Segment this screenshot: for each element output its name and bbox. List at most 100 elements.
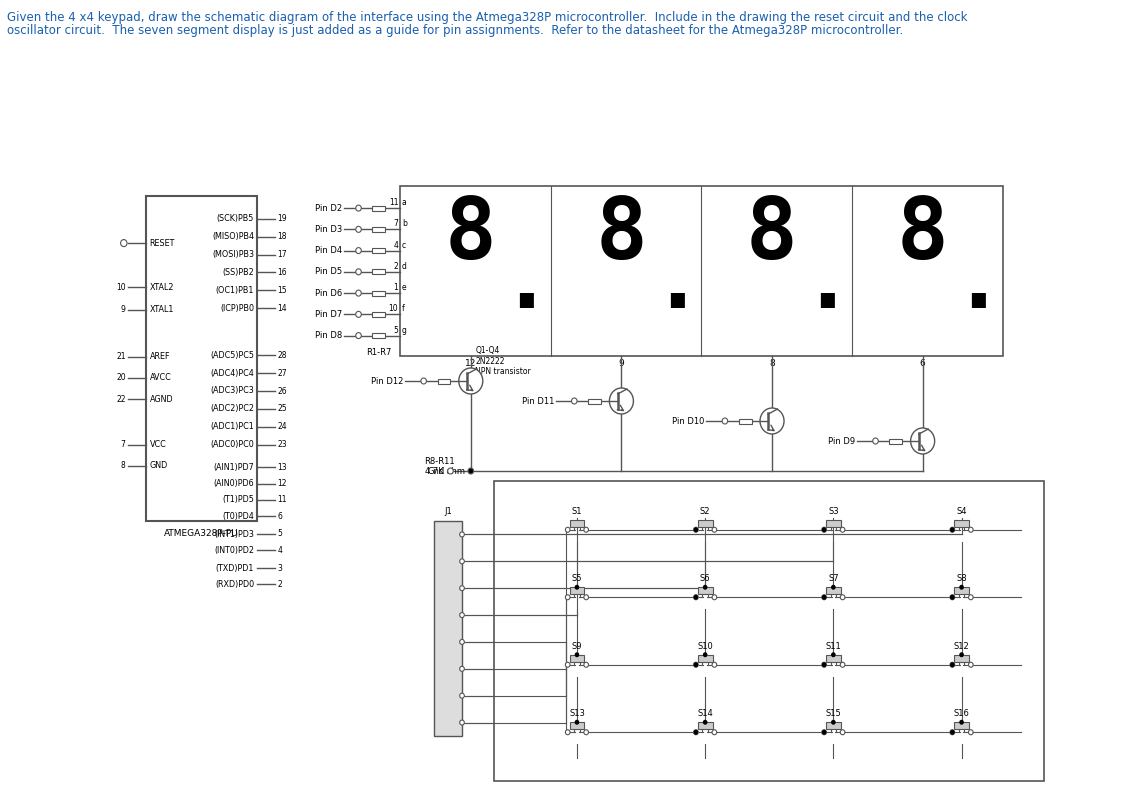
Text: S3: S3 (828, 507, 838, 516)
Text: 24: 24 (277, 423, 286, 431)
Text: (OC1)PB1: (OC1)PB1 (216, 285, 254, 294)
Circle shape (584, 527, 588, 532)
Bar (826, 654, 841, 662)
Text: a: a (402, 198, 407, 207)
Circle shape (950, 730, 954, 735)
Circle shape (460, 720, 465, 725)
Text: (ADC1)PC1: (ADC1)PC1 (210, 423, 254, 431)
Circle shape (821, 663, 826, 667)
Text: AREF: AREF (150, 352, 170, 362)
Text: (SCK)PB5: (SCK)PB5 (217, 214, 254, 223)
Circle shape (872, 438, 878, 444)
Circle shape (694, 730, 699, 735)
Text: d: d (402, 262, 407, 271)
Text: R1-R7: R1-R7 (366, 349, 392, 358)
Circle shape (950, 730, 954, 735)
Bar (437, 379, 451, 384)
Circle shape (566, 594, 570, 600)
Circle shape (841, 663, 845, 667)
Bar (434, 521, 462, 736)
Circle shape (566, 663, 570, 667)
Text: (AIN1)PD7: (AIN1)PD7 (214, 463, 254, 472)
Circle shape (694, 730, 699, 735)
Text: XTAL2: XTAL2 (150, 282, 174, 291)
Circle shape (959, 652, 963, 657)
Text: (INT0)PD2: (INT0)PD2 (214, 546, 254, 555)
Text: 10: 10 (389, 304, 399, 313)
Text: 1: 1 (393, 283, 399, 292)
Text: 26: 26 (277, 387, 286, 396)
Circle shape (969, 527, 974, 532)
Text: 2: 2 (393, 262, 399, 271)
Circle shape (950, 594, 954, 600)
Text: S5: S5 (571, 574, 582, 583)
Circle shape (694, 594, 699, 600)
Text: b: b (402, 219, 407, 229)
Circle shape (584, 663, 588, 667)
Text: 20: 20 (116, 374, 126, 383)
Circle shape (694, 594, 699, 600)
Text: 8: 8 (896, 194, 949, 277)
Circle shape (460, 559, 465, 564)
Text: Given the 4 x4 keypad, draw the schematic diagram of the interface using the Atm: Given the 4 x4 keypad, draw the schemati… (8, 11, 968, 24)
Bar (826, 723, 841, 729)
Circle shape (821, 730, 826, 735)
Text: (ICP)PB0: (ICP)PB0 (220, 303, 254, 312)
Text: 7: 7 (120, 440, 126, 449)
Circle shape (712, 594, 717, 600)
Circle shape (356, 290, 361, 296)
Text: 18: 18 (277, 232, 286, 241)
Text: XTAL1: XTAL1 (150, 305, 174, 314)
Text: RESET: RESET (150, 238, 175, 247)
Text: 2: 2 (277, 580, 282, 589)
Circle shape (566, 527, 570, 532)
Bar (569, 587, 584, 594)
Text: f: f (402, 304, 404, 313)
Circle shape (832, 719, 836, 725)
Text: oscillator circuit.  The seven segment display is just added as a guide for pin : oscillator circuit. The seven segment di… (8, 24, 903, 37)
Text: S14: S14 (698, 710, 713, 719)
Circle shape (821, 594, 826, 600)
Circle shape (356, 247, 361, 254)
Text: (T1)PD5: (T1)PD5 (223, 496, 254, 504)
Text: AGND: AGND (150, 395, 174, 404)
Circle shape (575, 719, 579, 725)
Circle shape (584, 594, 588, 600)
Circle shape (821, 527, 826, 532)
Text: ATMEGA328P-PU: ATMEGA328P-PU (164, 529, 239, 538)
Text: 19: 19 (277, 214, 286, 223)
Circle shape (575, 652, 579, 657)
Text: S13: S13 (569, 710, 585, 719)
Circle shape (832, 652, 836, 657)
Text: AVCC: AVCC (150, 374, 172, 383)
Text: (SS)PB2: (SS)PB2 (223, 268, 254, 277)
Circle shape (694, 527, 699, 532)
Bar (373, 206, 385, 211)
Text: S10: S10 (698, 642, 713, 650)
Text: S7: S7 (828, 574, 838, 583)
Bar (698, 723, 712, 729)
Bar (889, 439, 902, 444)
Bar (569, 654, 584, 662)
Circle shape (911, 428, 935, 454)
Bar (569, 520, 584, 527)
Text: 12: 12 (277, 479, 286, 488)
Bar (826, 520, 841, 527)
Bar (569, 723, 584, 729)
Text: S6: S6 (700, 574, 710, 583)
Text: S4: S4 (957, 507, 967, 516)
Text: J1: J1 (444, 507, 452, 516)
Text: (ADC2)PC2: (ADC2)PC2 (210, 405, 254, 414)
Circle shape (722, 418, 728, 424)
Text: Pin D4: Pin D4 (315, 246, 342, 255)
Bar (400, 186, 1003, 356)
Text: 8: 8 (445, 194, 496, 277)
Bar (954, 723, 969, 729)
Text: 3: 3 (277, 564, 282, 573)
Circle shape (356, 205, 361, 211)
Text: Pin D8: Pin D8 (315, 331, 342, 340)
Text: 14: 14 (277, 303, 286, 312)
Text: 16: 16 (277, 268, 286, 277)
Circle shape (712, 663, 717, 667)
Text: 8: 8 (746, 194, 797, 277)
